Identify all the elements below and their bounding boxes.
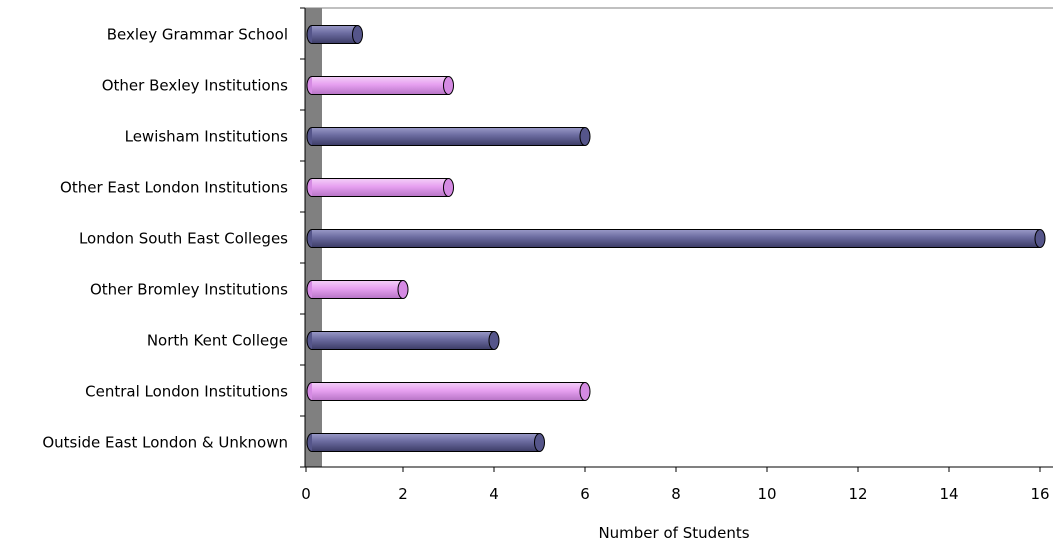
category-labels: Bexley Grammar School Other Bexley Instit… [42, 26, 288, 452]
bar-body [312, 25, 358, 44]
bar [306, 25, 363, 44]
bar [306, 433, 545, 452]
bar-end-cap [443, 76, 454, 95]
bar-end-cap [1034, 229, 1046, 248]
bar [306, 331, 500, 350]
x-tick-label: 0 [301, 485, 311, 503]
x-tick-label: 4 [489, 485, 499, 503]
x-tick-label: 2 [398, 485, 408, 503]
x-tick-label: 12 [848, 485, 867, 503]
bar-end-cap [352, 25, 363, 44]
bar-body [312, 178, 449, 197]
category-label: Other Bromley Institutions [90, 281, 288, 299]
category-label: Other Bexley Institutions [102, 77, 288, 95]
x-tick-label: 14 [939, 485, 958, 503]
bar-body [312, 127, 585, 146]
bar-body [312, 433, 540, 452]
bar [306, 280, 409, 299]
category-label: Central London Institutions [85, 383, 288, 401]
bar-body [312, 382, 585, 401]
bar-end-cap [488, 331, 500, 350]
bar-body [312, 229, 1040, 248]
bar [306, 76, 454, 95]
x-tick-label: 8 [671, 485, 681, 503]
bar-body [312, 76, 449, 95]
x-axis-ticks: 0 2 4 6 8 10 12 14 16 [301, 467, 1050, 503]
bar [306, 229, 1046, 248]
category-label: Bexley Grammar School [107, 26, 288, 44]
bar-end-cap [534, 433, 545, 452]
bars-group [306, 25, 1046, 452]
x-tick-label: 10 [757, 485, 776, 503]
bar-end-cap [443, 178, 454, 197]
bar-body [312, 280, 403, 299]
bar [306, 178, 454, 197]
category-label: North Kent College [147, 332, 288, 350]
category-label: Other East London Institutions [60, 179, 288, 197]
category-label: London South East Colleges [79, 230, 288, 248]
bar [306, 127, 591, 146]
bar [306, 382, 591, 401]
x-tick-label: 16 [1030, 485, 1049, 503]
bar-end-cap [579, 127, 591, 146]
x-axis-title: Number of Students [598, 524, 749, 542]
bar-end-cap [397, 280, 409, 299]
x-tick-label: 6 [580, 485, 590, 503]
bar-body [312, 331, 494, 350]
category-label: Outside East London & Unknown [42, 434, 288, 452]
bar-end-cap [579, 382, 591, 401]
category-label: Lewisham Institutions [125, 128, 289, 146]
